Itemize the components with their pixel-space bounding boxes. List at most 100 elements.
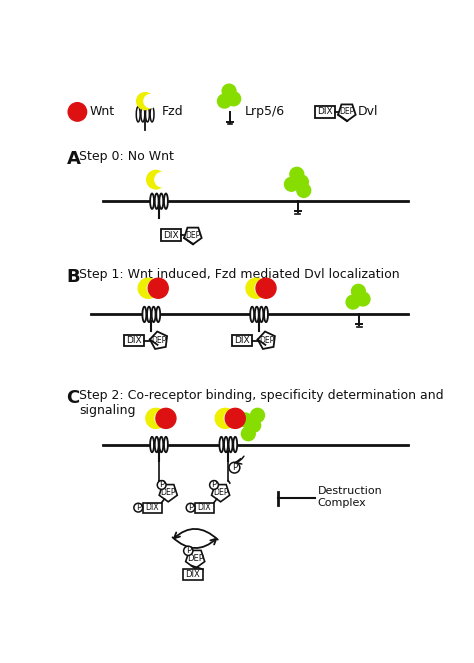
Polygon shape [159,485,177,502]
Circle shape [146,408,166,428]
Ellipse shape [155,437,159,452]
FancyBboxPatch shape [143,503,162,512]
Ellipse shape [228,437,233,452]
Circle shape [246,278,266,298]
Text: DEP: DEP [161,488,176,497]
Text: DEP: DEP [339,107,355,117]
Circle shape [227,92,241,105]
Text: DEP: DEP [259,336,274,345]
FancyBboxPatch shape [161,229,181,241]
Text: DEP: DEP [213,488,228,497]
Ellipse shape [152,307,155,322]
Ellipse shape [143,307,146,322]
Text: Lrp5/6: Lrp5/6 [245,105,285,119]
Ellipse shape [150,107,154,122]
Ellipse shape [146,107,149,122]
Ellipse shape [264,307,268,322]
Text: Wnt: Wnt [90,105,115,119]
Text: DIX: DIX [146,503,159,512]
Circle shape [155,172,169,187]
Text: Fzd: Fzd [162,105,184,119]
Polygon shape [150,332,167,349]
Circle shape [148,278,168,298]
Ellipse shape [219,437,223,452]
FancyBboxPatch shape [124,335,145,346]
Text: DEP: DEP [185,231,201,239]
Text: Step 2: Co-receptor binding, specificity determination and
signaling: Step 2: Co-receptor binding, specificity… [79,389,444,417]
Circle shape [297,184,310,198]
Circle shape [247,418,261,432]
Ellipse shape [155,194,159,209]
Text: DEP: DEP [151,336,167,345]
Circle shape [218,94,231,108]
Circle shape [222,84,236,98]
Text: DEP: DEP [187,554,204,563]
Circle shape [186,503,195,512]
Ellipse shape [164,437,168,452]
Circle shape [255,280,271,296]
Circle shape [155,410,171,426]
Ellipse shape [250,307,254,322]
Circle shape [290,167,304,181]
Circle shape [346,295,360,309]
Polygon shape [258,332,275,349]
Circle shape [225,408,245,428]
Text: B: B [66,269,80,286]
Polygon shape [184,227,201,245]
FancyBboxPatch shape [315,106,335,117]
Text: Step 0: No Wnt: Step 0: No Wnt [79,151,174,163]
Circle shape [146,170,165,189]
Circle shape [238,413,252,427]
Circle shape [215,408,235,428]
Circle shape [147,280,163,296]
Ellipse shape [159,437,163,452]
Text: A: A [66,151,81,168]
Text: DIX: DIX [163,231,178,239]
Ellipse shape [137,107,140,122]
Text: Dvl: Dvl [358,105,378,119]
Circle shape [284,177,298,191]
Text: P: P [232,463,237,472]
Text: DIX: DIX [185,570,200,579]
Circle shape [144,95,157,107]
Text: P: P [211,481,217,489]
FancyBboxPatch shape [232,335,252,346]
Circle shape [356,292,370,306]
Ellipse shape [224,437,228,452]
Circle shape [138,278,158,298]
FancyBboxPatch shape [195,503,214,512]
Ellipse shape [164,194,168,209]
Circle shape [137,93,154,109]
Ellipse shape [233,437,237,452]
Text: DIX: DIX [127,336,142,345]
Ellipse shape [150,437,154,452]
Ellipse shape [159,194,163,209]
Circle shape [224,410,240,426]
Ellipse shape [141,107,145,122]
Circle shape [134,503,143,512]
Text: P: P [159,481,164,489]
Ellipse shape [150,194,154,209]
Ellipse shape [147,307,151,322]
Circle shape [156,408,176,428]
Text: P: P [188,503,193,512]
Text: DIX: DIX [198,503,211,512]
Circle shape [256,278,276,298]
Circle shape [251,408,264,422]
Circle shape [229,462,240,473]
Ellipse shape [156,307,160,322]
Circle shape [241,427,255,441]
Ellipse shape [259,307,264,322]
Polygon shape [211,485,229,502]
Polygon shape [186,550,205,568]
Text: P: P [186,546,191,556]
Circle shape [294,175,309,189]
Circle shape [183,546,193,556]
Text: P: P [136,503,141,512]
Circle shape [210,481,219,489]
FancyBboxPatch shape [183,570,203,580]
Text: C: C [66,389,80,407]
Text: DIX: DIX [317,107,332,117]
Polygon shape [338,105,356,121]
Text: Destruction
Complex: Destruction Complex [318,486,383,508]
